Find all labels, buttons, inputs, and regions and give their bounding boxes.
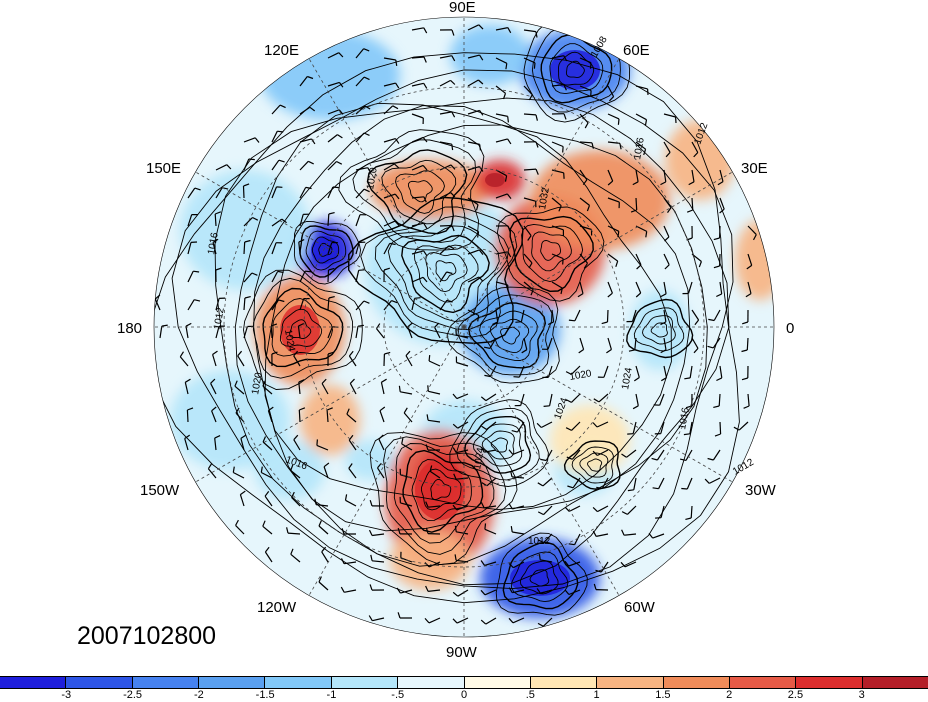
pressure-contours: [154, 19, 740, 616]
lon-label-180: 180: [117, 320, 143, 337]
svg-text:1024: 1024: [472, 446, 487, 470]
colorbar-tick-label: 0: [460, 689, 468, 701]
lon-label-150e: 150E: [146, 160, 182, 177]
lon-label-0: 0: [786, 320, 795, 337]
svg-text:1032: 1032: [537, 186, 552, 210]
colorbar-box: [862, 677, 928, 688]
colorbar-tick-label: 2.5: [787, 689, 804, 701]
colorbar-box: [663, 677, 730, 688]
colorbar-box: [530, 677, 598, 688]
lon-label-120w: 120W: [257, 599, 297, 616]
date-label: 2007102800: [77, 622, 217, 650]
colorbar-tick-label: -1.5: [255, 689, 275, 701]
lon-label-30e: 30E: [741, 160, 768, 177]
lon-label-150w: 150W: [140, 482, 180, 499]
lon-label-120e: 120E: [264, 42, 300, 59]
svg-text:1024: 1024: [620, 366, 635, 390]
colorbar-tick-label: .5: [525, 689, 535, 701]
svg-text:1020: 1020: [250, 371, 265, 395]
svg-text:1012: 1012: [528, 536, 551, 547]
lat-lon-grid: [154, 17, 774, 637]
svg-text:1016: 1016: [677, 406, 692, 430]
lon-label-60e: 60E: [623, 42, 650, 59]
colorbar-tick-label: -.5: [391, 689, 405, 701]
colorbar-box: [398, 677, 465, 688]
colorbar-box: [132, 677, 200, 688]
svg-text:1020: 1020: [365, 166, 380, 190]
map-border: [153, 16, 775, 638]
colorbar-tick-label: -3: [61, 689, 72, 701]
svg-text:1024: 1024: [282, 329, 297, 353]
colorbar-tick-label: -1: [326, 689, 337, 701]
lon-label-90w: 90W: [446, 644, 477, 661]
colorbar-box: [796, 677, 863, 688]
colorbar-box: [597, 677, 664, 688]
colorbar-box: [66, 677, 133, 688]
svg-text:1020: 1020: [569, 368, 593, 383]
colorbar-tick-label: 1.5: [655, 689, 671, 701]
colorbar-tick-label: -2: [193, 689, 204, 701]
lon-label-90e: 90E: [449, 0, 476, 16]
colorbar-box: [331, 677, 399, 688]
colorbar-tick-label: -2.5: [123, 689, 143, 701]
colorbar-box: [464, 677, 531, 688]
wind-barbs: [154, 24, 757, 627]
colorbar-box: [199, 677, 266, 688]
polar-map: 1008101210161016101210201024101610241020…: [153, 16, 775, 638]
lon-label-30w: 30W: [745, 482, 776, 499]
svg-text:1012: 1012: [212, 306, 227, 330]
colorbar-tick-label: 1: [593, 689, 600, 701]
colorbar-tick-label: 2: [726, 689, 733, 701]
colorbar-box: [729, 677, 797, 688]
colorbar-box: [265, 677, 332, 688]
lon-label-60w: 60W: [624, 599, 655, 616]
colorbar: [0, 676, 928, 689]
svg-text:1016: 1016: [206, 231, 221, 255]
colorbar-tick-label: 3: [858, 689, 865, 701]
svg-text:1016: 1016: [632, 136, 647, 160]
colorbar-box: [0, 677, 67, 688]
